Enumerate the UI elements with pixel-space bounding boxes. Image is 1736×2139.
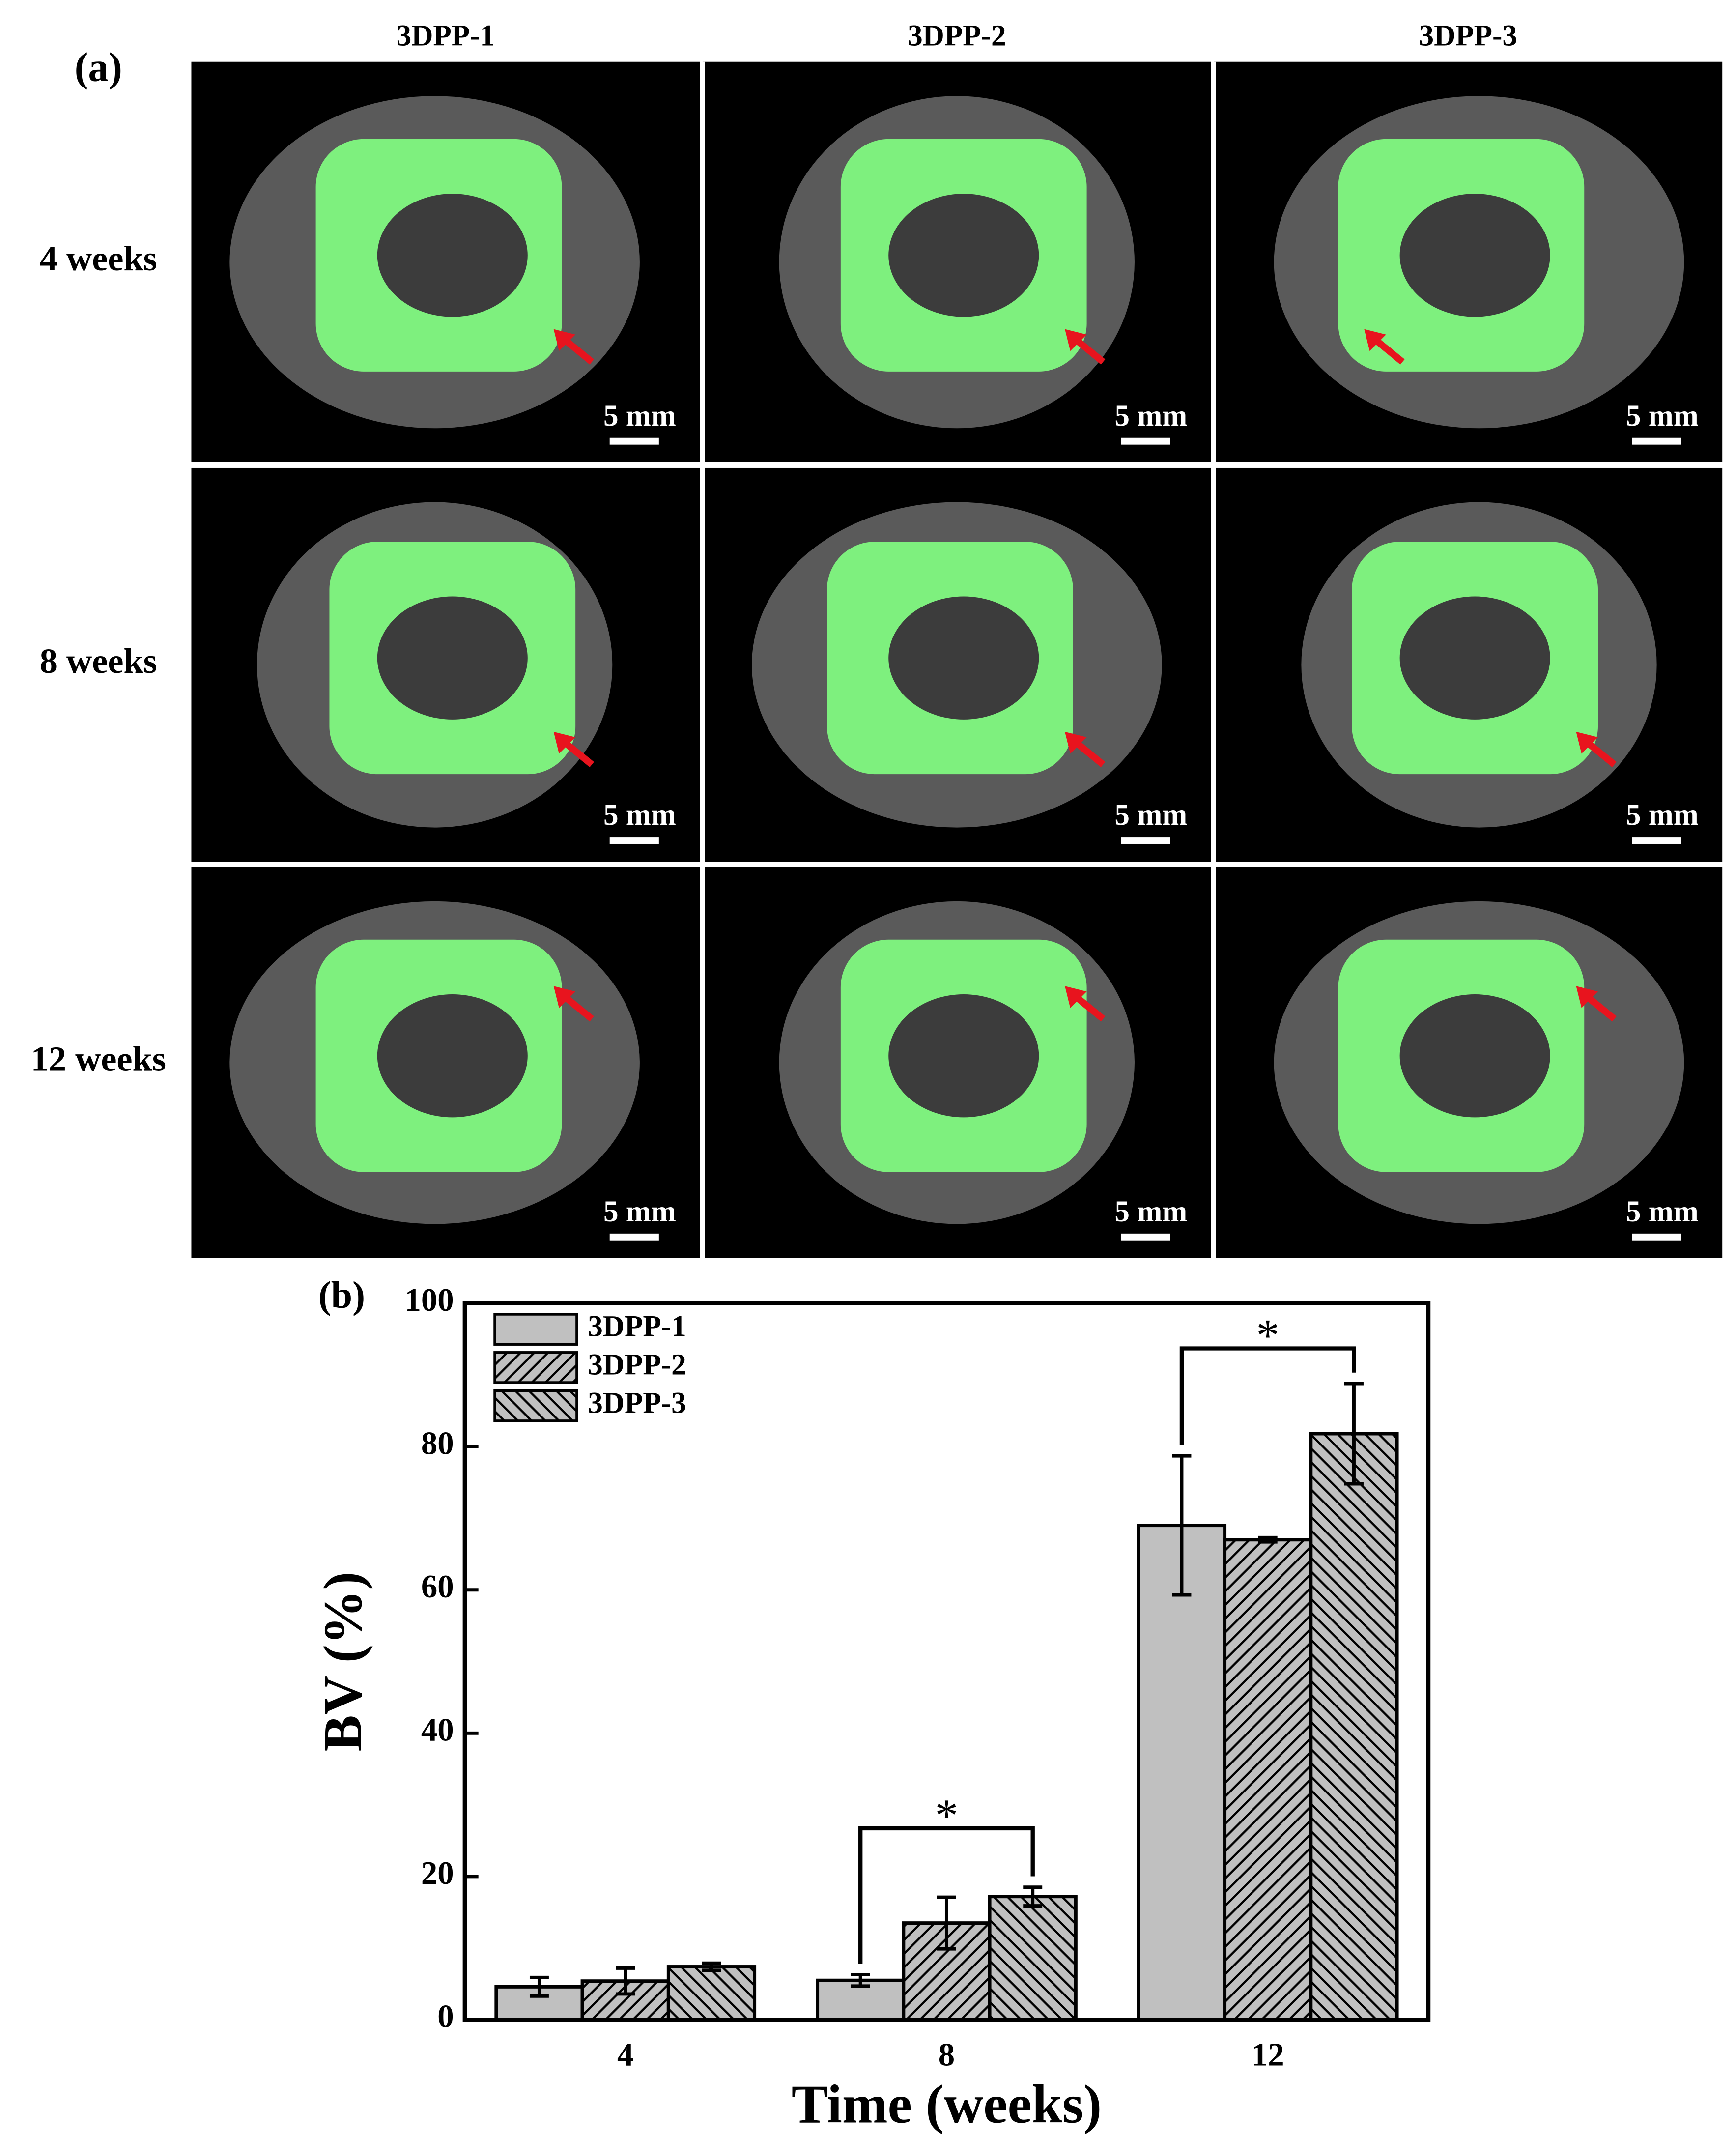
column-header: 3DPP-2: [908, 19, 1006, 53]
row-label: 8 weeks: [40, 641, 157, 681]
marrow: [1399, 194, 1550, 317]
x-axis-label: Time (weeks): [792, 2075, 1102, 2135]
scale-bar-label: 5 mm: [1114, 798, 1187, 832]
bar: [666, 1965, 757, 2022]
significance-bracket: [858, 1826, 1035, 1964]
marrow: [1399, 596, 1550, 720]
error-bar: [702, 1961, 721, 1972]
scale-bar-label: 5 mm: [603, 798, 676, 832]
panel-label: (a): [75, 45, 122, 90]
arrow-head: [1364, 329, 1386, 351]
error-bar: [1258, 1535, 1278, 1544]
bar: [988, 1895, 1078, 2022]
significance-star: *: [1256, 1310, 1280, 1361]
y-tick-label: 0: [437, 1999, 454, 2035]
y-tick-label: 60: [421, 1569, 454, 1605]
arrow-head: [1065, 986, 1087, 1008]
scale-bar: [1121, 837, 1170, 844]
scale-bar: [1121, 1233, 1170, 1241]
bar: [1137, 1524, 1227, 2022]
bar: [1223, 1538, 1313, 2022]
scale-bar-label: 5 mm: [1626, 399, 1699, 433]
arrow-head: [553, 329, 576, 351]
plot-frame: [462, 1301, 1431, 2022]
y-tick-label: 40: [421, 1712, 454, 1748]
y-tick-label: 80: [421, 1426, 454, 1462]
x-tick-label: 4: [617, 2037, 633, 2073]
legend-swatch: [493, 1351, 578, 1384]
arrow-head: [553, 986, 576, 1008]
scale-bar-label: 5 mm: [1114, 1195, 1187, 1228]
scale-bar-label: 5 mm: [1626, 1195, 1699, 1228]
scale-bar: [1121, 437, 1170, 445]
scale-bar: [1632, 837, 1681, 844]
arrow-head: [1576, 986, 1598, 1008]
legend-label: 3DPP-2: [588, 1348, 686, 1381]
marrow: [888, 194, 1039, 317]
marrow: [888, 596, 1039, 720]
marrow: [1399, 994, 1550, 1118]
scale-bar-label: 5 mm: [1626, 798, 1699, 832]
panel-a: (a) 3DPP-1 3DPP-2 3DPP-3 4 weeks 5 mm 5 mm 5 mm…: [31, 19, 1725, 1258]
marrow: [377, 194, 528, 317]
panel-b: (b) BV (%) Time (weeks) 0 20 40 60 80 100 4 8 12 * * 3…: [313, 1274, 1431, 2135]
x-tick-label: 8: [939, 2037, 955, 2073]
y-tick-label: 20: [421, 1855, 454, 1891]
panel-label: (b): [318, 1274, 365, 1316]
arrow-head: [553, 731, 576, 754]
arrow-head: [1065, 731, 1087, 754]
legend-swatch: [493, 1313, 578, 1346]
significance-star: *: [935, 1790, 958, 1841]
error-bar: [1172, 1454, 1192, 1597]
bar: [1309, 1432, 1399, 2022]
scale-bar: [609, 837, 659, 844]
error-bar: [616, 1966, 635, 1996]
row-label: 12 weeks: [31, 1040, 166, 1079]
error-bar: [529, 1975, 549, 1998]
error-bar: [1344, 1382, 1364, 1486]
column-header: 3DPP-1: [397, 19, 495, 53]
marrow: [377, 596, 528, 720]
marrow: [377, 994, 528, 1118]
scale-bar: [609, 437, 659, 445]
arrow-head: [1065, 329, 1087, 351]
scale-bar: [1632, 437, 1681, 445]
scale-bar-label: 5 mm: [603, 1195, 676, 1228]
row-label: 4 weeks: [40, 239, 157, 278]
scale-bar-label: 5 mm: [1114, 399, 1187, 433]
scale-bar: [1632, 1233, 1681, 1241]
legend-label: 3DPP-1: [588, 1310, 686, 1343]
scale-bar: [609, 1233, 659, 1241]
scale-bar-label: 5 mm: [603, 399, 676, 433]
significance-bracket: [1179, 1346, 1356, 1445]
arrow-head: [1576, 731, 1598, 754]
error-bar: [937, 1895, 956, 1951]
error-bar: [851, 1973, 870, 1988]
y-axis-label: BV (%): [313, 1572, 373, 1752]
legend-label: 3DPP-3: [588, 1386, 686, 1419]
marrow: [888, 994, 1039, 1118]
x-tick-label: 12: [1252, 2037, 1284, 2073]
error-bar: [1023, 1885, 1043, 1908]
legend-swatch: [493, 1389, 578, 1422]
column-header: 3DPP-3: [1419, 19, 1517, 53]
y-tick-label: 100: [404, 1282, 454, 1318]
